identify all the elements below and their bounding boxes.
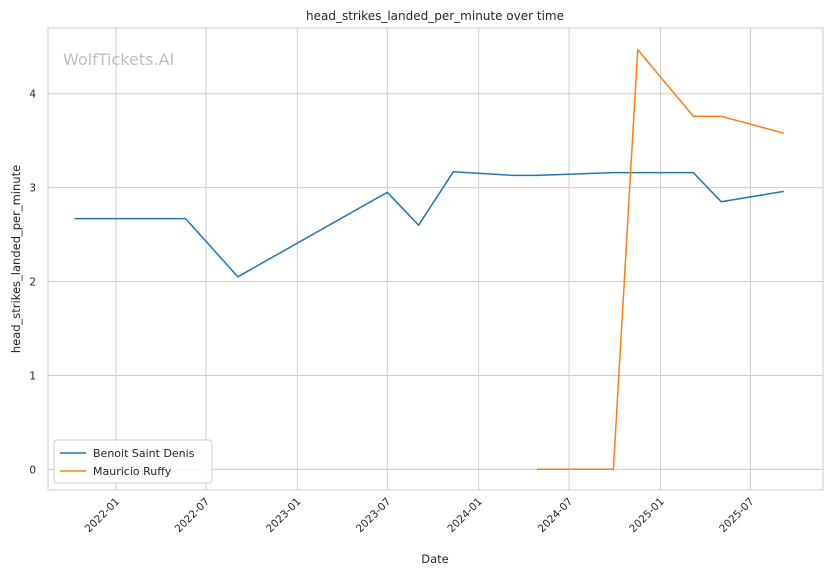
y-tick-label: 4: [29, 89, 36, 101]
data-point-benoit-saint-denis: [783, 190, 785, 192]
data-point-benoit-saint-denis: [418, 224, 420, 226]
legend-box: [53, 439, 213, 484]
y-tick-label: 2: [29, 277, 36, 289]
data-point-benoit-saint-denis: [692, 172, 694, 174]
plot-frame: [47, 27, 824, 491]
y-tick-label: 1: [29, 370, 36, 382]
data-point-mauricio-ruffy: [637, 49, 639, 51]
series-line-benoit-saint-denis: [74, 170, 784, 278]
chart-title: head_strikes_landed_per_minute over time: [306, 9, 564, 23]
y-axis-label: head_strikes_landed_per_minute: [9, 165, 23, 353]
series-layer: [73, 48, 785, 471]
data-point-mauricio-ruffy: [720, 115, 722, 117]
data-point-benoit-saint-denis: [720, 201, 722, 203]
grid-lines: [48, 28, 823, 490]
x-axis-label: Date: [421, 552, 449, 566]
data-point-benoit-saint-denis: [512, 174, 514, 176]
legend-label-benoit-saint-denis: Benoit Saint Denis: [93, 447, 195, 460]
data-point-benoit-saint-denis: [536, 174, 538, 176]
data-point-mauricio-ruffy: [692, 115, 694, 117]
data-point-benoit-saint-denis: [452, 171, 454, 173]
legend: Benoit Saint Denis Mauricio Ruffy: [53, 439, 213, 484]
y-tick-label: 3: [29, 183, 36, 195]
data-point-mauricio-ruffy: [612, 468, 614, 470]
series-line-mauricio-ruffy: [536, 48, 784, 471]
data-point-benoit-saint-denis: [185, 218, 187, 220]
y-tick-label: 0: [29, 464, 36, 476]
data-point-benoit-saint-denis: [73, 218, 75, 220]
data-point-mauricio-ruffy: [536, 468, 538, 470]
y-axis-ticks: 0 1 2 3 4: [29, 89, 36, 477]
data-point-benoit-saint-denis: [612, 172, 614, 174]
data-point-benoit-saint-denis: [237, 276, 239, 278]
data-point-mauricio-ruffy: [783, 132, 785, 134]
data-point-benoit-saint-denis: [386, 191, 388, 193]
legend-label-mauricio-ruffy: Mauricio Ruffy: [93, 465, 172, 478]
watermark: WolfTickets.AI: [63, 50, 174, 69]
